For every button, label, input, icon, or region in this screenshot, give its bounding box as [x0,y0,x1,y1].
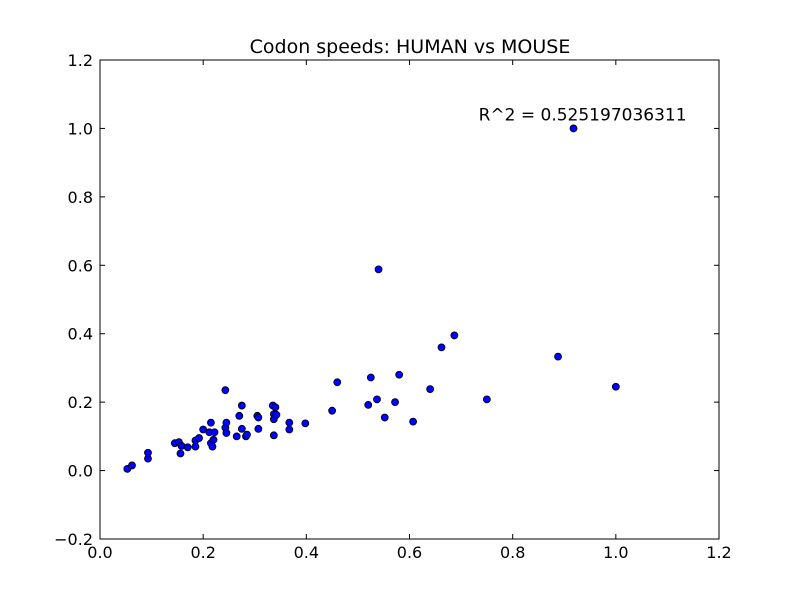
x-tick-label: 0.8 [500,543,525,562]
data-point [366,373,375,382]
data-point [235,411,244,420]
x-tick-label: 1.0 [603,543,628,562]
axis-ticks: 0.0 0.2 0.4 0.6 0.8 1.0 1.2−0.20.00.20.40.60.8… [54,51,732,562]
data-point [426,385,435,394]
data-point [271,403,280,412]
data-point [237,424,246,433]
y-tick-label: 0.8 [68,188,93,207]
data-point [409,417,418,426]
data-point [209,435,218,444]
data-point [450,331,459,340]
data-point [374,265,383,274]
data-point [222,429,231,437]
x-tick-label: 0.2 [190,543,215,562]
data-point [364,400,373,409]
data-point [210,428,219,437]
data-point [144,448,152,457]
data-point [207,418,215,427]
data-point [391,398,399,407]
data-point [243,430,251,439]
y-tick-label: 0.4 [68,325,93,344]
y-tick-label: 1.0 [68,119,93,138]
data-point [333,378,342,387]
data-point [554,352,562,361]
r-squared-annotation: R^2 = 0.525197036311 [479,105,687,125]
data-point [380,413,389,422]
data-point [272,410,281,419]
y-tick-label: 0.6 [68,256,93,275]
data-point [285,425,294,434]
data-point [269,431,278,440]
data-point [195,434,203,442]
data-point [232,432,241,441]
y-tick-label: −0.2 [54,530,93,549]
data-point [128,461,136,470]
data-point [254,413,263,422]
x-tick-label: 0.4 [294,543,319,562]
chart-title: Codon speeds: HUMAN vs MOUSE [250,36,571,58]
data-point [191,442,200,451]
data-point [301,419,310,428]
data-point [395,370,404,379]
data-point [221,386,230,395]
plot-frame [99,59,720,540]
data-point [611,382,620,391]
y-tick-label: 0.0 [68,462,93,481]
data-point [569,124,578,133]
data-point [482,395,491,404]
data-point [237,401,246,410]
data-points [123,124,620,473]
y-tick-label: 1.2 [68,51,93,70]
data-point [183,443,192,452]
data-point [254,424,263,433]
data-point [176,449,185,458]
plot-area [100,60,719,539]
data-point [208,442,217,451]
data-point [285,418,294,427]
data-point [222,418,231,427]
x-tick-label: 0.6 [397,543,422,562]
data-point [328,406,337,415]
data-point [437,343,446,352]
x-tick-label: 0.0 [87,543,112,562]
x-tick-label: 1.2 [706,543,731,562]
y-tick-label: 0.2 [68,393,93,412]
data-point [373,395,381,404]
